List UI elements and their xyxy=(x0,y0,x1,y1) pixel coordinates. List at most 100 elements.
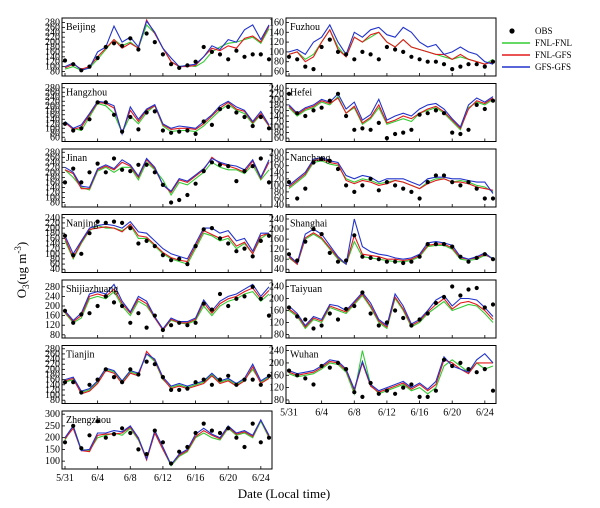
series-gfs-gfs-taiyuan xyxy=(288,291,494,327)
ytick-label-shijiazhuang: 120 xyxy=(45,320,60,331)
obs-point-fuzhou xyxy=(352,57,357,62)
series-gfs-gfs-nanjing xyxy=(64,220,269,260)
obs-point-zhengzhou xyxy=(160,440,165,445)
panel-frame-jinan xyxy=(61,148,273,208)
obs-point-shijiazhuang xyxy=(152,313,157,318)
obs-point-jinan xyxy=(62,180,68,185)
ytick-label-shanghai: 40 xyxy=(274,264,284,275)
ytick-label-beijing: 100 xyxy=(45,62,60,73)
obs-point-jinan xyxy=(226,164,231,169)
obs-point-nanchang xyxy=(295,196,300,201)
obs-point-hefei xyxy=(393,131,398,137)
ytick-label-nanchang: 160 xyxy=(269,161,284,172)
obs-point-tianjin xyxy=(242,377,247,382)
obs-point-fuzhou xyxy=(344,52,349,57)
obs-point-fuzhou xyxy=(482,64,487,69)
obs-point-jinan xyxy=(258,156,263,161)
ytick-label-beijing: 160 xyxy=(45,47,60,58)
legend-obs-label: OBS xyxy=(535,26,553,36)
obs-point-shanghai xyxy=(401,260,406,266)
obs-point-tianjin xyxy=(226,373,231,378)
obs-point-beijing xyxy=(160,52,165,57)
city-label-shijiazhuang: Shijiazhuang xyxy=(66,284,118,295)
obs-point-nanjing xyxy=(128,226,133,231)
obs-point-beijing xyxy=(120,43,125,48)
xtick-label-wuhan: 5/31 xyxy=(280,408,298,419)
obs-point-beijing xyxy=(169,62,174,67)
obs-point-nanjing xyxy=(217,236,223,241)
ytick-label-jinan: 280 xyxy=(45,147,60,158)
panel-frame-nanjing xyxy=(61,214,273,273)
obs-point-wuhan xyxy=(417,394,422,399)
obs-point-fuzhou xyxy=(335,49,341,55)
obs-point-fuzhou xyxy=(490,59,496,64)
obs-point-beijing xyxy=(201,44,206,50)
obs-point-hangzhou xyxy=(250,123,255,129)
city-label-nanjing: Nanjing xyxy=(66,219,98,230)
obs-point-nanjing xyxy=(62,233,68,238)
ytick-label-hangzhou: 260 xyxy=(45,87,60,98)
xtick-label-zhengzhou: 6/24 xyxy=(252,473,270,484)
ytick-label-shanghai: 200 xyxy=(269,224,284,235)
obs-point-taiyuan xyxy=(401,315,406,321)
obs-point-hefei xyxy=(368,127,373,132)
obs-point-zhengzhou xyxy=(226,426,231,431)
obs-point-nanjing xyxy=(152,244,157,249)
obs-point-shanghai xyxy=(303,239,308,244)
obs-point-taiyuan xyxy=(335,317,341,322)
obs-point-jinan xyxy=(160,182,165,187)
obs-point-shijiazhuang xyxy=(160,327,165,333)
obs-point-zhengzhou xyxy=(71,423,76,428)
obs-point-taiyuan xyxy=(295,314,300,319)
obs-point-nanjing xyxy=(242,246,247,251)
ytick-label-nanjing: 180 xyxy=(45,228,60,239)
obs-point-fuzhou xyxy=(450,67,455,72)
city-label-wuhan: Wuhan xyxy=(290,350,318,361)
obs-point-nanjing xyxy=(103,220,108,225)
obs-point-nanjing xyxy=(79,251,84,256)
ytick-label-hefei: 160 xyxy=(269,105,284,116)
obs-point-taiyuan xyxy=(286,305,292,310)
obs-point-wuhan xyxy=(376,391,381,396)
obs-point-tianjin xyxy=(62,380,68,385)
ytick-label-wuhan: 200 xyxy=(269,358,284,369)
obs-point-beijing xyxy=(250,52,255,57)
ytick-label-hangzhou: 280 xyxy=(45,83,60,94)
obs-point-shijiazhuang xyxy=(193,320,198,325)
obs-point-beijing xyxy=(266,57,272,62)
obs-point-shijiazhuang xyxy=(177,320,182,325)
x-axis-title: Date (Local time) xyxy=(238,486,330,501)
obs-point-shanghai xyxy=(417,254,422,259)
obs-point-jinan xyxy=(128,169,133,174)
obs-point-hangzhou xyxy=(95,100,100,105)
ytick-label-hangzhou: 180 xyxy=(45,105,60,116)
obs-point-wuhan xyxy=(490,388,496,393)
obs-point-nanjing xyxy=(234,249,239,254)
panel-frame-hefei xyxy=(285,83,497,142)
ytick-label-shanghai: 240 xyxy=(269,214,284,225)
obs-point-shanghai xyxy=(384,259,389,264)
city-label-taiyuan: Taiyuan xyxy=(290,284,322,295)
obs-point-hefei xyxy=(417,112,422,117)
ytick-label-hefei: 80 xyxy=(274,128,284,139)
obs-point-nanchang xyxy=(311,160,316,165)
obs-point-hefei xyxy=(303,113,308,119)
ytick-label-nanjing: 60 xyxy=(50,259,60,270)
ytick-label-tianjin: 100 xyxy=(45,390,60,401)
obs-point-shijiazhuang xyxy=(136,311,141,316)
ytick-label-nanjing: 80 xyxy=(50,254,60,265)
obs-point-zhengzhou xyxy=(266,435,272,440)
ytick-label-hangzhou: 120 xyxy=(45,119,60,130)
obs-point-jinan xyxy=(201,169,206,174)
obs-point-hefei xyxy=(474,102,479,107)
panel-frame-shanghai xyxy=(285,214,497,273)
obs-point-wuhan xyxy=(425,394,430,399)
obs-point-taiyuan xyxy=(376,323,381,328)
obs-point-tianjin xyxy=(103,367,108,372)
obs-point-shanghai xyxy=(466,259,471,264)
obs-point-tianjin xyxy=(193,380,198,385)
obs-point-hefei xyxy=(295,111,300,116)
